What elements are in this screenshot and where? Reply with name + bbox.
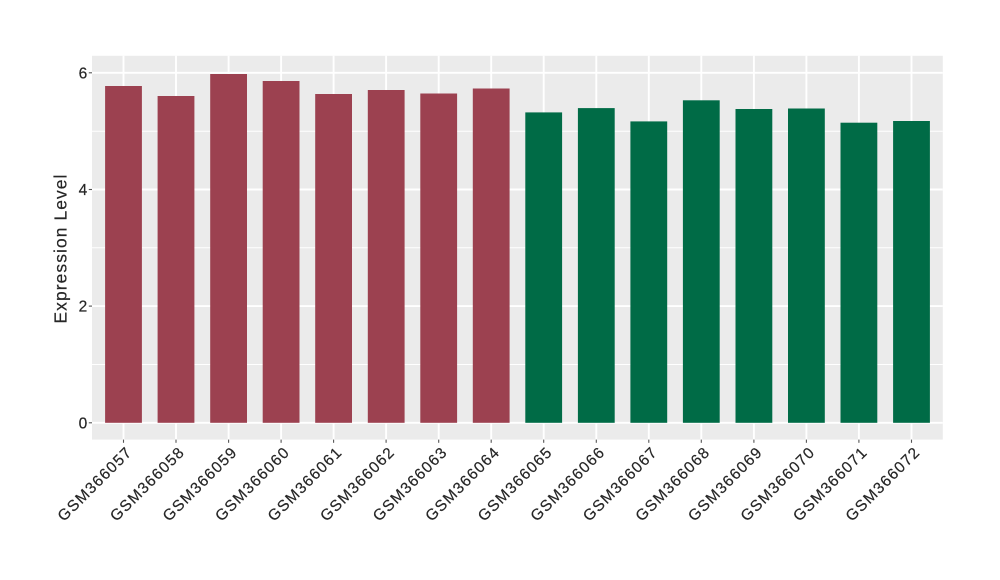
svg-text:6: 6 (79, 65, 88, 82)
svg-text:4: 4 (79, 182, 88, 199)
svg-text:2: 2 (79, 299, 88, 316)
svg-text:0: 0 (79, 415, 88, 432)
svg-text:Expression Level: Expression Level (51, 173, 71, 323)
